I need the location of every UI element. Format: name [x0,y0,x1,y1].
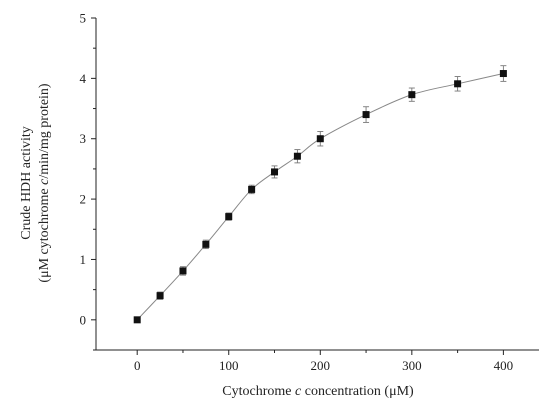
data-point [363,111,370,118]
y-tick-label: 4 [80,71,87,86]
y-tick-label: 5 [80,11,87,26]
data-point [225,213,232,220]
data-point [408,91,415,98]
data-point [157,292,164,299]
data-point [271,168,278,175]
x-tick-label: 100 [219,358,239,373]
y-ticks: 0 1 2 3 4 5 [80,11,97,351]
x-tick-label: 400 [494,358,514,373]
y-axis-title-line-1: Crude HDH activity [19,126,34,240]
y-axis-title-line-2: (μM cytochrome c/min/mg protein) [37,83,52,283]
x-axis-title: Cytochrome c concentration (μM) [222,384,414,399]
y-tick-label: 3 [80,131,87,146]
x-axis-title-part-1: Cytochrome [222,384,295,399]
data-point [294,153,301,160]
x-axis-title-part-3: concentration (μM) [301,384,414,399]
error-bars [134,66,506,322]
y-tick-label: 1 [80,252,87,267]
data-point [134,316,141,323]
data-point [454,80,461,87]
data-point [179,267,186,274]
data-point [202,241,209,248]
y-tick-label: 2 [80,192,87,207]
data-point [317,135,324,142]
data-point [500,70,507,77]
data-points [134,70,507,323]
x-tick-label: 300 [402,358,422,373]
y-axis-title-line-2-part-1: (μM cytochrome [37,185,52,283]
x-tick-label: 0 [134,358,141,373]
fit-curve-group [137,74,503,320]
y-axis-title: Crude HDH activity (μM cytochrome c/min/… [19,83,52,283]
y-axis-title-line-2-part-3: /min/mg protein) [37,83,52,179]
x-tick-label: 200 [311,358,331,373]
data-point [248,186,255,193]
fit-curve [137,74,503,320]
y-tick-label: 0 [80,312,87,327]
axes [96,18,539,350]
x-ticks: 0 100 200 300 400 [134,350,513,373]
